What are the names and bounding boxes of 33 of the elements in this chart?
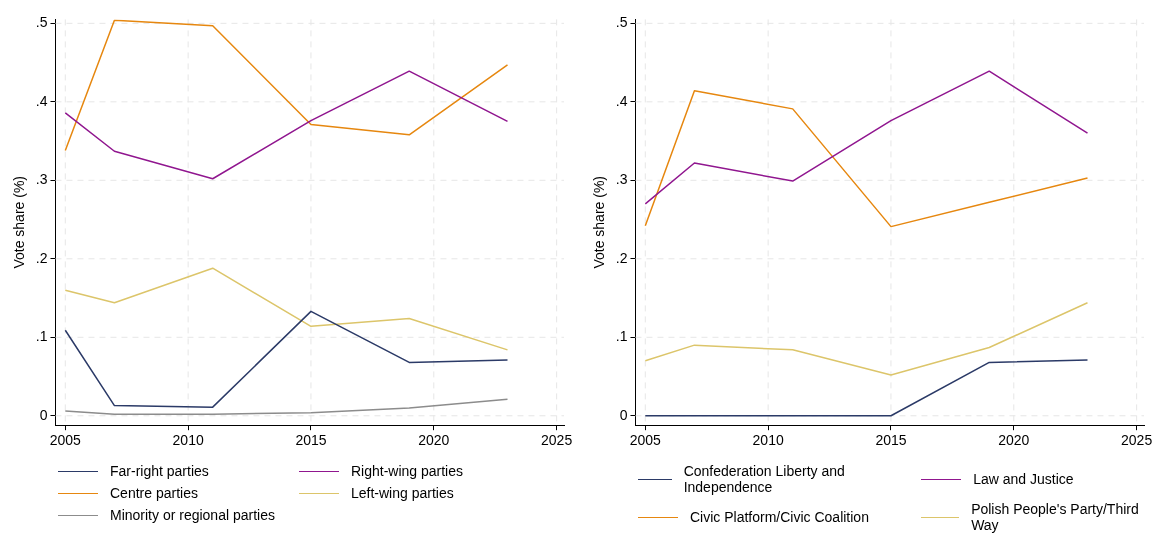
y-tick-label: .2 — [615, 249, 628, 266]
x-tick-label: 2020 — [998, 432, 1030, 449]
y-tick-label: .1 — [615, 328, 628, 345]
y-tick-label: 0 — [39, 406, 48, 423]
y-tick-label: .5 — [615, 14, 628, 31]
x-tick-label: 2005 — [49, 432, 82, 449]
y-tick-label: 0 — [619, 406, 628, 423]
x-tick-label: 2010 — [752, 432, 784, 449]
legend-label: Confederation Liberty and Independence — [683, 463, 846, 495]
x-tick-label: 2015 — [875, 432, 907, 449]
legend-label: Left-wing parties — [350, 485, 454, 501]
x-tick-label: 2025 — [541, 432, 573, 449]
y-tick-label: .3 — [615, 171, 628, 188]
legend-label: Right-wing parties — [350, 463, 464, 479]
x-tick-label: 2005 — [629, 432, 662, 449]
y-tick-label: .2 — [35, 249, 48, 266]
x-tick-label: 2020 — [418, 432, 450, 449]
legend-label: Centre parties — [110, 485, 198, 501]
x-tick-label: 2025 — [1121, 432, 1153, 449]
y-tick-label: .3 — [35, 171, 48, 188]
legend-label: Polish People's Party/Third Way — [971, 501, 1140, 533]
x-tick-label: 2010 — [172, 432, 204, 449]
legend-label: Law and Justice — [973, 471, 1074, 487]
legend-label: Civic Platform/Civic Coalition — [690, 509, 869, 525]
y-tick-label: .4 — [615, 92, 628, 109]
legend-label: Minority or regional parties — [110, 507, 275, 523]
y-tick-label: .5 — [35, 14, 48, 31]
legend-label: Far-right parties — [110, 463, 209, 479]
x-tick-label: 2015 — [295, 432, 327, 449]
y-tick-label: .1 — [35, 328, 48, 345]
y-axis-title: Vote share (%) — [591, 176, 608, 269]
y-axis-title: Vote share (%) — [11, 176, 28, 269]
y-tick-label: .4 — [35, 92, 48, 109]
